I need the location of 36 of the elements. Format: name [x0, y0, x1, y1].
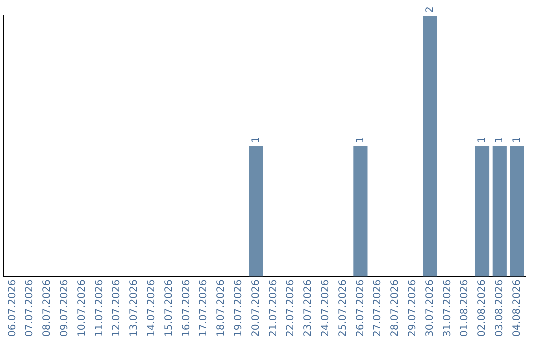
x-tick-label: 23.07.2026 [303, 280, 314, 338]
data-label: 1 [477, 136, 488, 144]
x-tick-label: 14.07.2026 [146, 280, 158, 338]
data-label: 1 [250, 136, 262, 144]
x-tick-label: 10.07.2026 [76, 280, 88, 338]
x-tick-label: 07.07.2026 [24, 280, 36, 338]
x-tick-label: 09.07.2026 [59, 280, 70, 338]
x-tick-label: 03.08.2026 [494, 280, 506, 338]
x-tick-label: 15.07.2026 [164, 280, 175, 338]
x-tick-label: 29.07.2026 [407, 280, 418, 338]
x-tick-label: 02.08.2026 [477, 280, 488, 338]
data-label: 1 [512, 136, 523, 144]
x-tick-label: 30.07.2026 [424, 280, 436, 338]
x-tick-label: 16.07.2026 [181, 280, 192, 338]
x-tick-label: 12.07.2026 [112, 280, 123, 338]
x-tick-label: 28.07.2026 [390, 280, 402, 338]
x-tick-label: 26.07.2026 [355, 280, 366, 338]
x-tick-label: 13.07.2026 [129, 280, 140, 338]
data-label: 2 [424, 6, 436, 13]
x-tick-label: 08.07.2026 [42, 280, 54, 338]
x-tick-label: 21.07.2026 [268, 280, 280, 338]
x-tick-label: 18.07.2026 [216, 280, 228, 338]
x-tick-label: 20.07.2026 [250, 280, 262, 338]
data-label: 1 [494, 136, 506, 144]
x-tick-label: 22.07.2026 [286, 280, 297, 338]
x-tick-label: 27.07.2026 [372, 280, 384, 338]
x-tick-label: 31.07.2026 [442, 280, 454, 338]
x-tick-label: 04.08.2026 [512, 280, 523, 338]
x-tick-label: 25.07.2026 [338, 280, 349, 338]
data-label: 1 [355, 136, 366, 144]
x-tick-label: 17.07.2026 [198, 280, 210, 338]
x-tick-label: 06.07.2026 [7, 280, 18, 338]
x-tick-label: 19.07.2026 [233, 280, 244, 338]
x-tick-label: 11.07.2026 [94, 280, 106, 338]
x-tick-label: 01.08.2026 [460, 280, 471, 338]
x-tick-label: 24.07.2026 [320, 280, 332, 338]
